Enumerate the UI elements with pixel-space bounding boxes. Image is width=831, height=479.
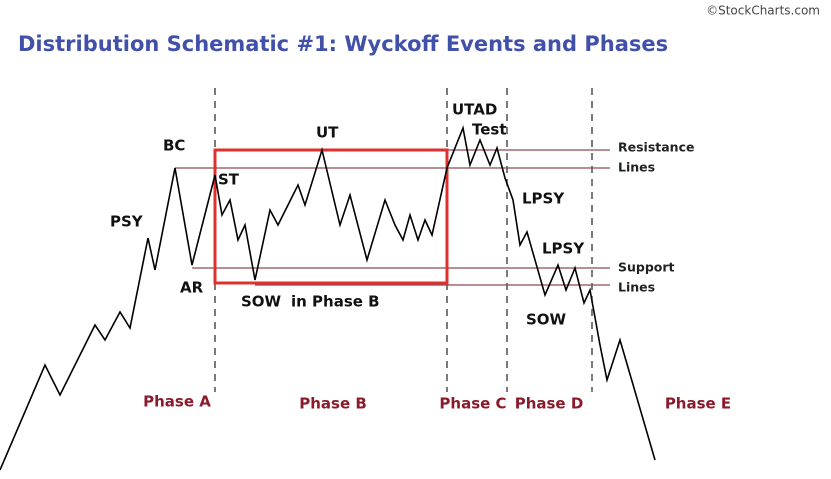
event-label: PSY: [110, 213, 144, 231]
event-label: BC: [163, 137, 185, 155]
level-lines: [175, 149, 610, 286]
phase-label: Phase A: [143, 393, 211, 411]
event-label: AR: [180, 279, 204, 297]
trading-range-box: [213, 148, 449, 285]
event-label: Test: [472, 121, 507, 139]
line-label: Lines: [618, 160, 655, 175]
line-label: Support: [618, 260, 675, 275]
event-label: SOW: [241, 293, 282, 311]
phase-dividers: [214, 88, 593, 392]
line-label: Resistance: [618, 140, 694, 155]
phase-label: Phase D: [515, 395, 584, 413]
event-label: LPSY: [522, 190, 565, 208]
event-label: SOW: [526, 311, 567, 329]
event-label: ST: [218, 171, 240, 189]
event-label: LPSY: [542, 240, 585, 258]
title: Distribution Schematic #1: Wyckoff Event…: [18, 32, 668, 56]
credit: ©StockCharts.com: [706, 4, 820, 18]
phase-label: Phase B: [299, 395, 367, 413]
event-label: UT: [316, 124, 339, 142]
event-label: in Phase B: [291, 293, 380, 311]
event-label: UTAD: [452, 101, 497, 119]
phase-label: Phase C: [439, 395, 506, 413]
price-path: [0, 125, 656, 471]
line-label: Lines: [618, 280, 655, 295]
phase-label: Phase E: [665, 395, 731, 413]
